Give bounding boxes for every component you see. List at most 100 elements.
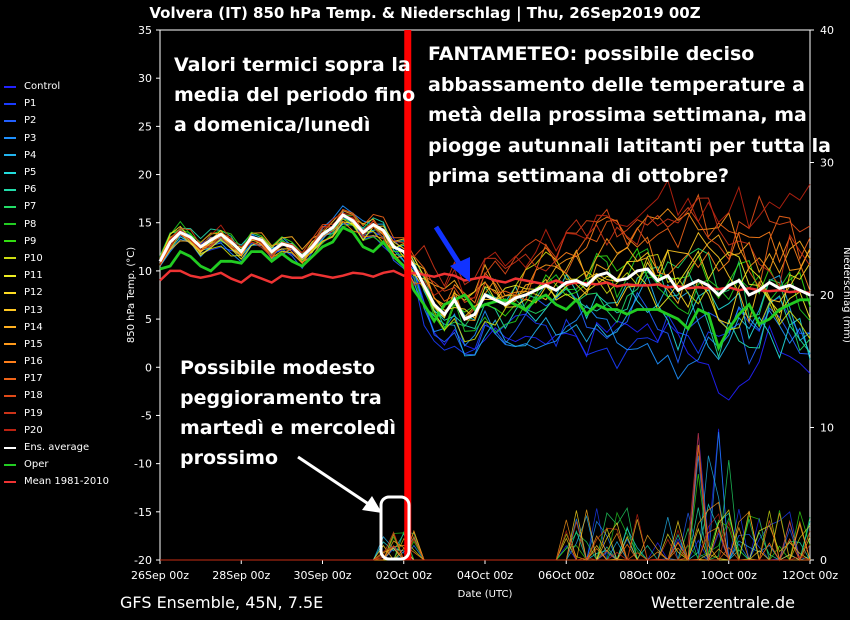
- x-tick-label: 04Oct 00z: [457, 569, 514, 582]
- legend-label: Ens. average: [24, 442, 90, 454]
- legend-label: Oper: [24, 459, 49, 471]
- legend-label: P11: [24, 270, 43, 282]
- annotation-warm-period: Valori termici sopra la media del period…: [174, 50, 415, 140]
- annotation-line: prossimo: [180, 447, 279, 469]
- legend-swatch: [4, 171, 16, 174]
- legend-item: P6: [4, 181, 109, 198]
- legend-swatch: [4, 205, 16, 208]
- annotation-line: metà della prossima settimana, ma: [428, 104, 807, 126]
- legend-item: P13: [4, 301, 109, 318]
- legend-item: P4: [4, 147, 109, 164]
- legend-label: P8: [24, 218, 37, 230]
- annotation-line: peggioramento tra: [180, 387, 382, 409]
- legend: Control P1 P2 P3 P4 P5 P6 P7 P8 P9 P10 P11 P12 P13 P14…: [4, 78, 109, 491]
- legend-swatch: [4, 446, 16, 449]
- legend-item: Control: [4, 78, 109, 95]
- legend-item: P1: [4, 95, 109, 112]
- blue-arrow-head: [450, 257, 470, 282]
- legend-item: P12: [4, 284, 109, 301]
- precip-member-line: [160, 509, 811, 561]
- legend-item: P2: [4, 112, 109, 129]
- legend-item: P3: [4, 130, 109, 147]
- precip-member-line: [160, 509, 811, 562]
- y-tick-label: 15: [138, 217, 152, 230]
- legend-label: P15: [24, 338, 43, 350]
- precip-member-line: [160, 513, 811, 561]
- legend-swatch: [4, 188, 16, 191]
- legend-item: Mean 1981-2010: [4, 473, 109, 490]
- legend-swatch: [4, 463, 16, 466]
- legend-item: P18: [4, 387, 109, 404]
- legend-label: P19: [24, 407, 43, 419]
- legend-swatch: [4, 102, 16, 105]
- legend-label: P20: [24, 424, 43, 436]
- legend-swatch: [4, 429, 16, 432]
- y2-tick-label: 30: [820, 157, 834, 170]
- annotation-line: Possibile modesto: [180, 357, 376, 379]
- x-tick-label: 08Oct 00z: [619, 569, 676, 582]
- precip-member-line: [160, 510, 810, 561]
- y-tick-label: 5: [145, 313, 152, 326]
- legend-label: P9: [24, 235, 37, 247]
- y-tick-label: -20: [134, 554, 152, 567]
- annotation-fantameteo: FANTAMETEO: possibile deciso abbassament…: [428, 39, 831, 192]
- annotation-modest-worsening: Possibile modesto peggioramento tra mart…: [180, 353, 396, 473]
- white-arrow-shaft: [297, 455, 371, 507]
- highlight-box: [379, 495, 411, 561]
- annotation-line: piogge autunnali latitanti per tutta la: [428, 134, 831, 157]
- y-tick-label: 10: [138, 265, 152, 278]
- y2-tick-label: 0: [820, 554, 827, 567]
- series-line-oper: [159, 225, 810, 352]
- y-tick-label: 35: [138, 24, 152, 37]
- y-axis-label: 850 hPa Temp. (°C): [126, 247, 137, 343]
- y-tick-label: -15: [134, 506, 152, 519]
- x-tick-label: 10Oct 00z: [701, 569, 758, 582]
- legend-label: P18: [24, 390, 43, 402]
- x-tick-label: 30Sep 00z: [294, 569, 352, 582]
- legend-swatch: [4, 394, 16, 397]
- x-tick-label: 26Sep 00z: [131, 569, 189, 582]
- legend-label: P7: [24, 201, 37, 213]
- y-tick-label: 25: [138, 120, 152, 133]
- legend-label: P6: [24, 184, 37, 196]
- annotation-line: prima settimana di ottobre?: [428, 165, 730, 187]
- legend-swatch: [4, 377, 16, 380]
- annotation-line: a domenica/lunedì: [174, 114, 371, 136]
- legend-item: P19: [4, 405, 109, 422]
- legend-item: Ens. average: [4, 439, 109, 456]
- legend-label: P5: [24, 167, 37, 179]
- precip-member-line: [160, 510, 811, 561]
- precip-member-line: [160, 510, 810, 561]
- y-tick-label: 30: [138, 72, 152, 85]
- white-arrow-head: [362, 496, 382, 513]
- annotation-line: Valori termici sopra la: [174, 54, 411, 76]
- legend-swatch: [4, 257, 16, 260]
- legend-item: P7: [4, 198, 109, 215]
- legend-item: P16: [4, 353, 109, 370]
- y-tick-label: -5: [141, 409, 152, 422]
- ensemble-member-line: [159, 210, 811, 308]
- ensemble-member-line: [159, 211, 811, 325]
- annotation-line: martedì e mercoledì: [180, 417, 397, 439]
- y2-tick-label: 40: [820, 24, 834, 37]
- footer-model-info: GFS Ensemble, 45N, 7.5E: [120, 593, 324, 612]
- y2-tick-label: 20: [820, 289, 834, 302]
- legend-item: P9: [4, 233, 109, 250]
- legend-swatch: [4, 119, 16, 122]
- x-tick-label: 28Sep 00z: [212, 569, 270, 582]
- annotation-line: FANTAMETEO: possibile deciso: [428, 43, 755, 65]
- series-line-ens-average: [158, 213, 811, 322]
- legend-label: P13: [24, 304, 43, 316]
- legend-item: P11: [4, 267, 109, 284]
- legend-item: Oper: [4, 456, 109, 473]
- legend-item: P14: [4, 319, 109, 336]
- legend-label: P2: [24, 115, 37, 127]
- chart-title: Volvera (IT) 850 hPa Temp. & Niederschla…: [149, 4, 701, 22]
- legend-swatch: [4, 274, 16, 277]
- legend-item: P5: [4, 164, 109, 181]
- precip-member-line: [160, 508, 810, 562]
- legend-swatch: [4, 223, 16, 226]
- legend-label: P3: [24, 132, 37, 144]
- y-tick-label: -10: [134, 458, 152, 471]
